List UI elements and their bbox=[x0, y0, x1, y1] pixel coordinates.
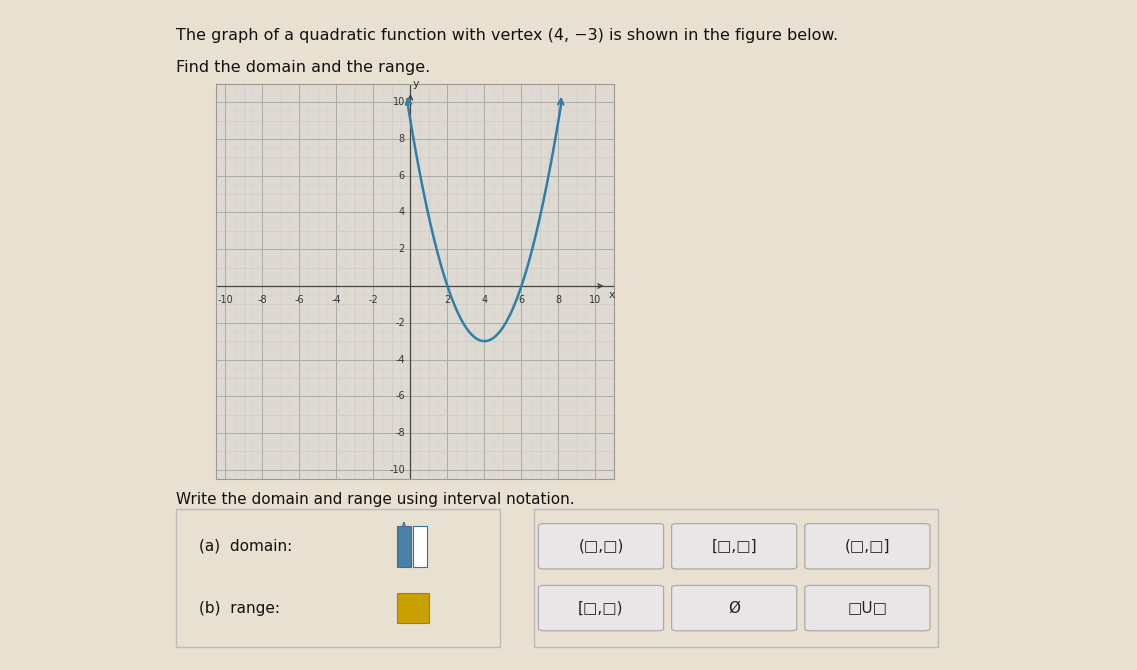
Text: □U□: □U□ bbox=[847, 600, 887, 616]
Text: -4: -4 bbox=[332, 295, 341, 306]
FancyBboxPatch shape bbox=[397, 526, 412, 567]
Text: -10: -10 bbox=[217, 295, 233, 306]
Text: (a)  domain:: (a) domain: bbox=[199, 539, 292, 554]
FancyBboxPatch shape bbox=[672, 524, 797, 569]
FancyBboxPatch shape bbox=[539, 524, 664, 569]
Text: [□,□]: [□,□] bbox=[712, 539, 757, 554]
Text: y: y bbox=[413, 79, 420, 89]
Text: 10: 10 bbox=[392, 97, 405, 107]
Text: Ø: Ø bbox=[728, 600, 740, 616]
Text: 4: 4 bbox=[481, 295, 488, 306]
FancyBboxPatch shape bbox=[413, 526, 428, 567]
Text: -6: -6 bbox=[294, 295, 304, 306]
FancyBboxPatch shape bbox=[805, 586, 930, 630]
Text: 10: 10 bbox=[589, 295, 601, 306]
Text: -4: -4 bbox=[396, 354, 405, 364]
Text: -10: -10 bbox=[389, 465, 405, 475]
Text: -2: -2 bbox=[368, 295, 379, 306]
Text: 8: 8 bbox=[555, 295, 562, 306]
Text: The graph of a quadratic function with vertex (4, −3) is shown in the figure bel: The graph of a quadratic function with v… bbox=[176, 28, 838, 43]
FancyBboxPatch shape bbox=[672, 586, 797, 630]
Text: -2: -2 bbox=[395, 318, 405, 328]
Text: 6: 6 bbox=[399, 171, 405, 181]
Text: (b)  range:: (b) range: bbox=[199, 600, 280, 616]
Text: 6: 6 bbox=[518, 295, 524, 306]
Text: (□,□]: (□,□] bbox=[845, 539, 890, 554]
Text: Write the domain and range using interval notation.: Write the domain and range using interva… bbox=[176, 492, 575, 507]
FancyBboxPatch shape bbox=[805, 524, 930, 569]
Text: 8: 8 bbox=[399, 134, 405, 144]
Text: -6: -6 bbox=[396, 391, 405, 401]
Text: 2: 2 bbox=[445, 295, 450, 306]
FancyBboxPatch shape bbox=[539, 586, 664, 630]
Text: 2: 2 bbox=[399, 245, 405, 254]
Text: x: x bbox=[608, 290, 615, 300]
Text: Find the domain and the range.: Find the domain and the range. bbox=[176, 60, 431, 75]
Text: -8: -8 bbox=[396, 428, 405, 438]
FancyBboxPatch shape bbox=[397, 593, 429, 623]
Text: [□,□): [□,□) bbox=[579, 600, 624, 616]
Text: 4: 4 bbox=[399, 208, 405, 218]
Text: -8: -8 bbox=[257, 295, 267, 306]
Text: (□,□): (□,□) bbox=[579, 539, 624, 554]
